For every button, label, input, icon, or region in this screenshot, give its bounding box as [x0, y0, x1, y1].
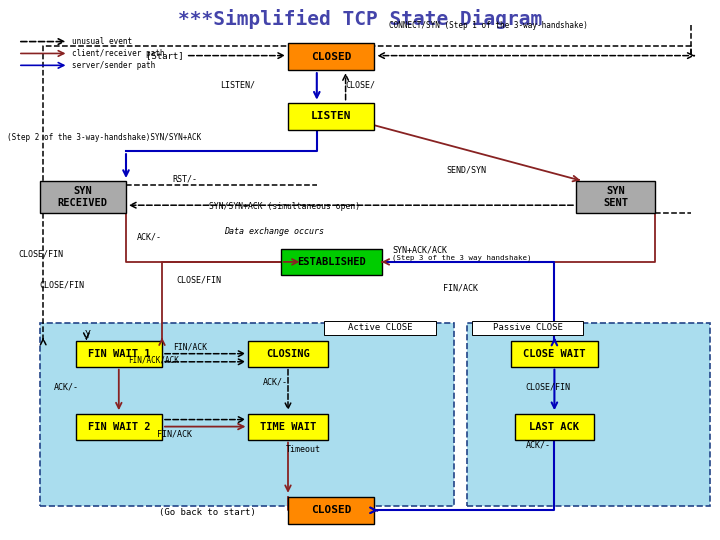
Text: client/receiver path: client/receiver path [72, 49, 164, 58]
Text: [Start]: [Start] [146, 51, 184, 60]
Text: RST/-: RST/- [173, 175, 198, 184]
Text: FIN/ACK: FIN/ACK [157, 429, 192, 438]
FancyBboxPatch shape [467, 323, 710, 506]
Text: CLOSE/: CLOSE/ [346, 81, 376, 90]
Text: SYN+ACK/ACK: SYN+ACK/ACK [392, 246, 447, 254]
Text: CLOSE/FIN: CLOSE/FIN [40, 281, 85, 289]
Text: LISTEN/: LISTEN/ [220, 81, 256, 90]
Text: CLOSING: CLOSING [266, 349, 310, 359]
Text: FIN/ACK: FIN/ACK [443, 284, 478, 292]
Text: CLOSE/FIN: CLOSE/FIN [176, 275, 222, 284]
Text: ACK/-: ACK/- [526, 441, 551, 450]
Text: unusual event: unusual event [72, 37, 132, 46]
Text: (Go back to start): (Go back to start) [159, 509, 256, 517]
FancyBboxPatch shape [76, 341, 162, 367]
Text: ACK/-: ACK/- [263, 377, 288, 386]
FancyBboxPatch shape [248, 341, 328, 367]
Text: LISTEN: LISTEN [311, 111, 351, 121]
Text: (Step 2 of the 3-way-handshake)SYN/SYN+ACK: (Step 2 of the 3-way-handshake)SYN/SYN+A… [7, 133, 202, 142]
Text: FIN WAIT 2: FIN WAIT 2 [88, 422, 150, 431]
Text: FIN/ACK/ACK: FIN/ACK/ACK [128, 356, 179, 364]
Text: Passive CLOSE: Passive CLOSE [492, 323, 563, 332]
Text: FIN WAIT 1: FIN WAIT 1 [88, 349, 150, 359]
Text: Data exchange occurs: Data exchange occurs [224, 227, 323, 235]
Text: CLOSE WAIT: CLOSE WAIT [523, 349, 585, 359]
Text: server/sender path: server/sender path [72, 61, 156, 70]
FancyBboxPatch shape [281, 249, 382, 275]
Text: (Step 3 of the 3 way handshake): (Step 3 of the 3 way handshake) [392, 255, 532, 261]
FancyBboxPatch shape [511, 341, 598, 367]
FancyBboxPatch shape [515, 414, 594, 440]
Text: LAST ACK: LAST ACK [529, 422, 580, 431]
Text: CLOSE/FIN: CLOSE/FIN [18, 249, 63, 258]
FancyBboxPatch shape [40, 323, 454, 506]
FancyBboxPatch shape [76, 414, 162, 440]
FancyBboxPatch shape [472, 321, 583, 335]
Text: SEND/SYN: SEND/SYN [446, 166, 487, 174]
Text: CLOSED: CLOSED [311, 52, 351, 62]
Text: SYN
SENT: SYN SENT [603, 186, 628, 208]
Text: ESTABLISHED: ESTABLISHED [297, 257, 366, 267]
Text: CLOSE/FIN: CLOSE/FIN [526, 383, 571, 391]
FancyBboxPatch shape [40, 181, 126, 213]
FancyBboxPatch shape [324, 321, 436, 335]
Text: Y: Y [85, 330, 91, 340]
FancyBboxPatch shape [288, 497, 374, 524]
FancyBboxPatch shape [288, 43, 374, 70]
FancyBboxPatch shape [248, 414, 328, 440]
FancyBboxPatch shape [288, 103, 374, 130]
FancyBboxPatch shape [576, 181, 655, 213]
Text: FIN/ACK: FIN/ACK [173, 343, 207, 352]
Text: CONNECT/SYN (Step 1 of the 3-way-handshake): CONNECT/SYN (Step 1 of the 3-way-handsha… [389, 21, 588, 30]
Text: ACK/-: ACK/- [54, 383, 79, 391]
Text: Active CLOSE: Active CLOSE [348, 323, 413, 332]
Text: ***Simplified TCP State Diagram: ***Simplified TCP State Diagram [178, 9, 542, 29]
Text: SYN
RECEIVED: SYN RECEIVED [58, 186, 108, 208]
Text: ACK/-: ACK/- [137, 232, 162, 241]
Text: Timeout: Timeout [286, 445, 321, 454]
Text: SYN/SYN+ACK (simultaneous open): SYN/SYN+ACK (simultaneous open) [209, 202, 360, 211]
Text: TIME WAIT: TIME WAIT [260, 422, 316, 431]
Text: CLOSED: CLOSED [311, 505, 351, 515]
